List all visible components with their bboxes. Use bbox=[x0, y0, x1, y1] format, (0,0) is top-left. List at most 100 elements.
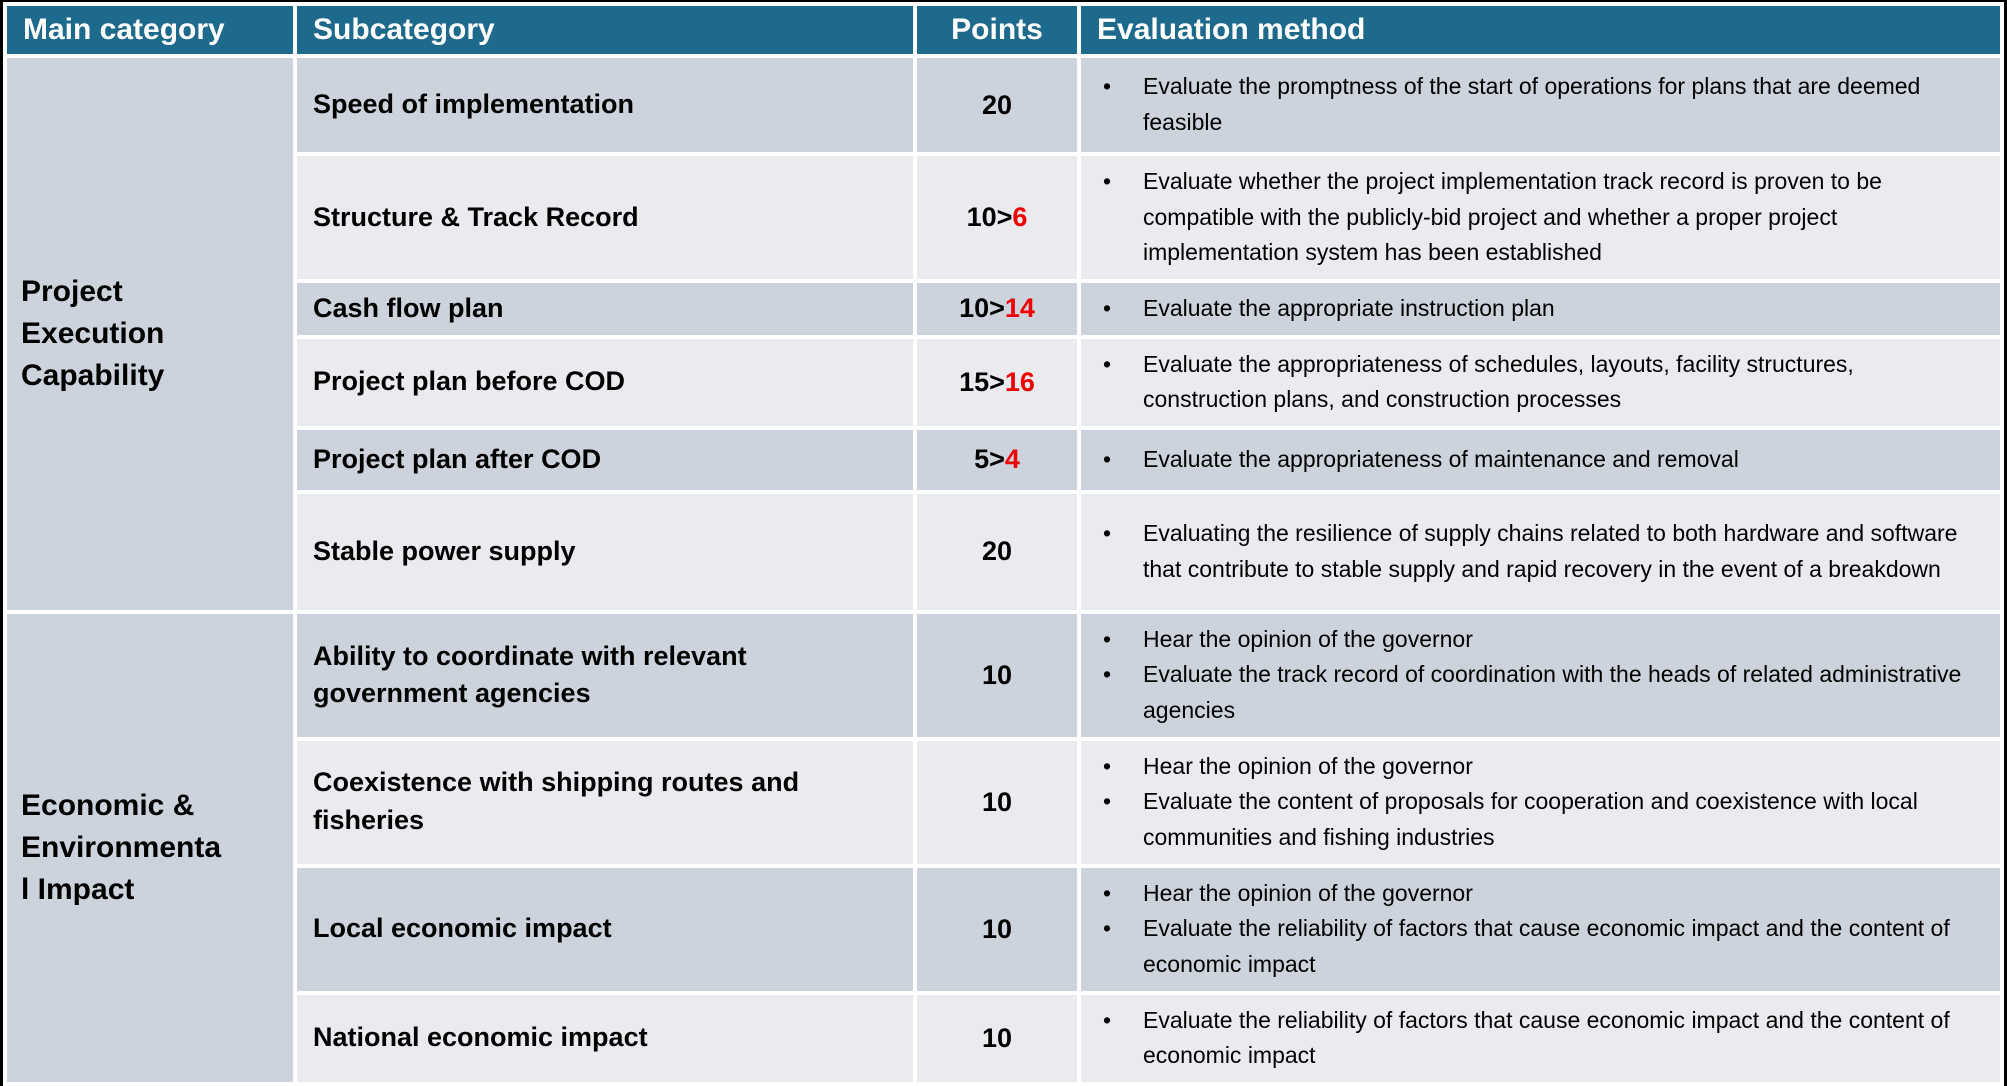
points-value: 10 bbox=[981, 1022, 1013, 1053]
table-row: Project plan after COD 5>4 • Evaluate the a… bbox=[7, 429, 2000, 490]
table-row: Stable power supply 20 • Evaluating the res… bbox=[7, 493, 2000, 610]
main-category-cell: Project Execution Capability bbox=[7, 58, 293, 610]
main-category-label: Economic & Environmental Impact bbox=[21, 788, 222, 906]
header-points: Points bbox=[917, 6, 1077, 54]
subcategory-label: Ability to coordinate with relevant gove… bbox=[313, 640, 747, 709]
bullet-icon: • bbox=[1103, 168, 1112, 194]
subcategory-cell: Speed of implementation bbox=[297, 58, 913, 152]
table-row: Local economic impact 10 • Hear the opinion… bbox=[7, 867, 2000, 991]
evaluation-method-cell: • Evaluating the resilience of supply cha… bbox=[1081, 493, 2000, 610]
subcategory-label: Structure & Track Record bbox=[313, 201, 639, 232]
points-change-arrow: > bbox=[989, 444, 1005, 475]
points-changed-value: 16 bbox=[1004, 366, 1035, 397]
bullet-list-item: • Evaluate the appropriateness of mainten… bbox=[1095, 442, 1980, 478]
bullet-icon: • bbox=[1103, 1006, 1112, 1033]
table-row: Economic & Environmental Impact Ability t… bbox=[7, 613, 2000, 1082]
points-value: 20 bbox=[981, 89, 1013, 120]
evaluation-method-cell: • Evaluate the appropriate instruction pl… bbox=[1081, 282, 2000, 335]
subcategory-cell: Project plan after COD bbox=[297, 429, 913, 490]
bullet-list-item: • Hear the opinion of the governor bbox=[1095, 876, 1980, 912]
bullet-text: Evaluate the content of proposals for co… bbox=[1143, 788, 1918, 851]
bullet-list-item: • Evaluate the appropriateness of schedul… bbox=[1095, 347, 1980, 418]
subcategory-cell: Project plan before COD bbox=[297, 338, 913, 426]
subcategory-label: Coexistence with shipping routes and fis… bbox=[313, 767, 800, 836]
evaluation-method-cell: • Evaluate the appropriateness of mainten… bbox=[1081, 429, 2000, 490]
bullet-text: Evaluate the track record of coordinatio… bbox=[1143, 661, 1962, 724]
bullet-text: Hear the opinion of the governor bbox=[1143, 625, 1473, 652]
points-changed-value: 6 bbox=[1012, 201, 1028, 232]
subcategory-cell: Cash flow plan bbox=[297, 282, 913, 335]
bullet-list-item: • Evaluate the appropriate instruction pl… bbox=[1095, 291, 1980, 327]
bullet-icon: • bbox=[1103, 661, 1112, 688]
evaluation-criteria-table: Main category Subcategory Points Evaluat… bbox=[3, 2, 2004, 1086]
subcategory-cell: Structure & Track Record bbox=[297, 156, 913, 279]
table-row: Cash flow plan 10>14 • Evaluate the appropr… bbox=[7, 282, 2000, 335]
bullet-icon: • bbox=[1103, 915, 1112, 942]
table-row: Project Execution Capability Speed of imp… bbox=[7, 58, 2000, 610]
evaluation-table-frame: Main category Subcategory Points Evaluat… bbox=[3, 2, 2004, 1086]
bullet-text: Evaluate the reliability of factors that… bbox=[1143, 1006, 1950, 1069]
points-change-arrow: > bbox=[996, 201, 1013, 232]
bullet-list-item: • Evaluate the reliability of factors tha… bbox=[1095, 1003, 1980, 1074]
bullet-list-item: • Hear the opinion of the governor bbox=[1095, 622, 1980, 658]
bullet-text: Evaluate the reliability of factors that… bbox=[1143, 915, 1950, 977]
table-row: Coexistence with shipping routes and fis… bbox=[7, 740, 2000, 864]
bullet-icon: • bbox=[1103, 625, 1112, 652]
evaluation-method-cell: • Evaluate the appropriateness of schedul… bbox=[1081, 338, 2000, 426]
subcategory-cell: Local economic impact bbox=[297, 867, 913, 991]
header-subcategory: Subcategory bbox=[297, 6, 913, 54]
subcategory-label: Cash flow plan bbox=[313, 292, 504, 323]
evaluation-method-cell: • Hear the opinion of the governor • Evalua… bbox=[1081, 867, 2000, 991]
bullet-list-item: • Evaluate the content of proposals for c… bbox=[1095, 784, 1980, 855]
table-row: Structure & Track Record 10>6 • Evaluate wh… bbox=[7, 156, 2000, 279]
points-change-arrow: > bbox=[989, 293, 1005, 324]
points-cell: 10 bbox=[917, 613, 1077, 737]
header-main-category: Main category bbox=[7, 6, 293, 54]
bullet-list-item: • Hear the opinion of the governor bbox=[1095, 749, 1980, 785]
main-category-cell: Economic & Environmental Impact bbox=[7, 613, 293, 1082]
subcategory-cell: National economic impact bbox=[297, 994, 913, 1082]
main-category-label: Project Execution Capability bbox=[21, 274, 165, 392]
bullet-icon: • bbox=[1103, 879, 1112, 906]
points-cell: 20 bbox=[917, 58, 1077, 152]
points-changed-value: 14 bbox=[1004, 293, 1035, 324]
subcategory-label: Speed of implementation bbox=[313, 89, 635, 120]
bullet-text: Evaluate the appropriateness of maintena… bbox=[1143, 446, 1739, 473]
bullet-text: Hear the opinion of the governor bbox=[1143, 879, 1473, 906]
points-value: 5 bbox=[974, 444, 990, 475]
subcategory-label: Stable power supply bbox=[313, 535, 576, 566]
bullet-text: Evaluate the promptness of the start of … bbox=[1143, 73, 1921, 135]
evaluation-method-cell: • Evaluate the promptness of the start of… bbox=[1081, 58, 2000, 152]
header-row: Main category Subcategory Points Evaluat… bbox=[7, 6, 2000, 54]
bullet-list-item: • Evaluate the track record of coordinati… bbox=[1095, 657, 1980, 728]
subcategory-label: Project plan before COD bbox=[313, 366, 626, 397]
points-cell: 10>14 bbox=[917, 282, 1077, 335]
points-value: 10 bbox=[981, 913, 1013, 944]
points-changed-value: 4 bbox=[1004, 444, 1020, 475]
subcategory-cell: Ability to coordinate with relevant gove… bbox=[297, 613, 913, 737]
bullet-list-item: • Evaluate the promptness of the start of… bbox=[1095, 69, 1980, 140]
evaluation-table-body: Project Execution Capability Speed of imp… bbox=[7, 58, 2000, 1082]
bullet-icon: • bbox=[1103, 752, 1112, 779]
subcategory-label: Local economic impact bbox=[313, 913, 612, 944]
subcategory-label: Project plan after COD bbox=[313, 443, 602, 474]
evaluation-method-cell: • Evaluate whether the project implementa… bbox=[1081, 156, 2000, 279]
points-cell: 20 bbox=[917, 493, 1077, 610]
points-cell: 5>4 bbox=[917, 429, 1077, 490]
bullet-list-item: • Evaluate whether the project implementa… bbox=[1095, 164, 1980, 271]
bullet-icon: • bbox=[1103, 520, 1112, 547]
subcategory-label: National economic impact bbox=[313, 1022, 648, 1053]
bullet-icon: • bbox=[1103, 446, 1112, 473]
points-value: 15 bbox=[959, 366, 990, 397]
bullet-text: Evaluating the resilience of supply chai… bbox=[1143, 520, 1958, 582]
points-cell: 10 bbox=[917, 994, 1077, 1082]
points-change-arrow: > bbox=[989, 366, 1005, 397]
bullet-list-item: • Evaluating the resilience of supply cha… bbox=[1095, 516, 1980, 587]
points-cell: 15>16 bbox=[917, 338, 1077, 426]
bullet-list-item: • Evaluate the reliability of factors tha… bbox=[1095, 911, 1980, 982]
points-cell: 10 bbox=[917, 740, 1077, 864]
bullet-icon: • bbox=[1103, 73, 1112, 100]
bullet-text: Evaluate the appropriateness of schedule… bbox=[1143, 350, 1854, 413]
subcategory-cell: Coexistence with shipping routes and fis… bbox=[297, 740, 913, 864]
points-cell: 10>6 bbox=[917, 156, 1077, 279]
